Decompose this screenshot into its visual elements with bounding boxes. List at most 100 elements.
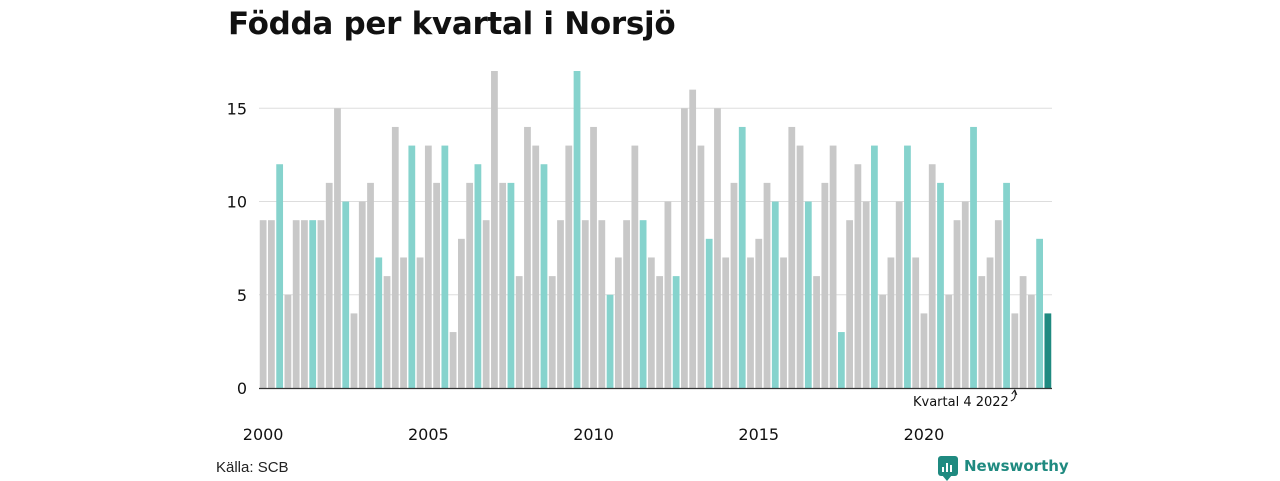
bar [821,182,829,388]
bar [879,294,887,388]
bar [714,108,721,388]
bar [1003,182,1010,388]
bar [796,145,804,388]
bar [920,313,928,388]
annotation-label: Kvartal 4 2022 [913,395,1009,410]
bar [383,276,391,388]
bar [598,220,606,388]
bar [623,220,630,388]
bar [722,257,730,388]
bar [590,126,597,389]
x-tick-label: 2015 [738,425,779,444]
bar [334,108,341,388]
bar [1044,313,1052,388]
bar [433,182,440,388]
bar [491,71,498,388]
bar [449,332,457,388]
bar [317,220,325,388]
bar [1027,294,1035,388]
bar [689,89,697,388]
bar [375,257,383,388]
bar [507,182,515,388]
x-tick-label: 2000 [243,425,284,444]
bar [292,220,300,388]
bar [945,294,953,388]
bar [482,220,490,388]
x-tick-label: 2010 [573,425,614,444]
x-tick-label: 2020 [904,425,945,444]
bar [276,164,284,388]
bar [400,257,407,388]
bar [631,145,639,388]
bar [697,145,705,388]
bar [994,220,1002,388]
bar [1019,276,1027,388]
bar [606,294,614,388]
bar [457,238,465,388]
bar [639,220,647,388]
brand-logo: Newsworthy [938,456,1069,481]
bar [284,294,292,388]
bar [532,145,540,388]
bar [515,276,523,388]
bar [953,220,961,388]
bar [681,108,688,388]
bar [540,164,548,388]
bar [441,145,449,388]
bar [912,257,920,388]
bar [780,257,787,388]
bar [466,182,474,388]
source-note: Källa: SCB [216,459,289,476]
bar [548,276,556,388]
bar [499,182,507,388]
bar [862,201,870,388]
bar [573,71,581,388]
bar [970,126,977,389]
bar [664,201,672,388]
bar [416,257,424,388]
brand-name: Newsworthy [964,457,1069,475]
bar [763,182,771,388]
bar [672,276,680,388]
y-tick-label: 10 [227,193,247,212]
bar [854,164,862,388]
bar [301,220,308,388]
bar [804,201,812,388]
bar [928,164,936,388]
bar [259,220,267,388]
bar [474,164,482,388]
chart-title: Födda per kvartal i Norsjö [228,6,676,42]
bar [408,145,416,388]
bar [358,201,366,388]
bar [813,276,820,388]
bar [978,276,986,388]
bar [656,276,664,388]
y-tick-label: 15 [227,99,247,118]
y-tick-label: 5 [237,286,247,305]
bar [557,220,564,388]
x-tick-label: 2005 [408,425,449,444]
bar [342,201,350,388]
bar [895,201,903,388]
bar [937,182,944,388]
bar [904,145,911,388]
bar [871,145,878,388]
annotation-arrow [1010,390,1016,402]
bar [325,182,333,388]
bar [738,126,746,389]
bar [771,201,779,388]
bar [1011,313,1019,388]
bar [986,257,994,388]
bar [1036,238,1043,388]
bar [614,257,622,388]
bar [391,126,399,389]
bar [647,257,655,388]
bar [309,220,317,388]
bar [581,220,589,388]
bar [730,182,738,388]
bar [747,257,754,388]
newsworthy-logo-icon [938,456,958,481]
bar [837,332,845,388]
bar [961,201,969,388]
